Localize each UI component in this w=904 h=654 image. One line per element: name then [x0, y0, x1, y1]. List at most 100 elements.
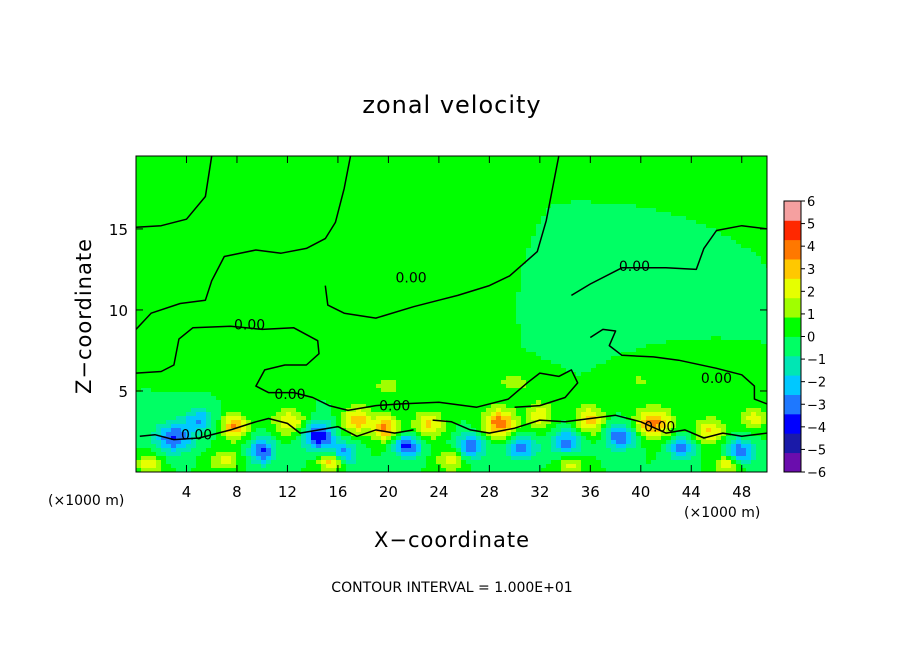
field-cell — [531, 256, 537, 261]
field-cell — [301, 184, 307, 189]
field-cell — [426, 308, 432, 313]
field-cell — [301, 252, 307, 257]
field-cell — [296, 256, 302, 261]
field-cell — [626, 232, 632, 237]
field-cell — [161, 232, 167, 237]
chart-title: zonal velocity — [362, 91, 541, 119]
field-cell — [386, 272, 392, 277]
field-cell — [291, 240, 297, 245]
field-cell — [256, 232, 262, 237]
field-cell — [476, 300, 482, 305]
field-cell — [501, 252, 507, 257]
field-cell — [651, 208, 657, 213]
field-cell — [336, 188, 342, 193]
field-cell — [381, 168, 387, 173]
field-cell — [586, 308, 592, 313]
field-cell — [531, 248, 537, 253]
field-cell — [176, 164, 182, 169]
field-cell — [291, 252, 297, 257]
field-cell — [691, 204, 697, 209]
field-cell — [236, 308, 242, 313]
field-cell — [281, 276, 287, 281]
field-cell — [621, 196, 627, 201]
field-cell — [631, 196, 637, 201]
field-cell — [361, 268, 367, 273]
field-cell — [181, 212, 187, 217]
field-cell — [691, 268, 697, 273]
field-cell — [176, 224, 182, 229]
field-cell — [616, 160, 622, 165]
field-cell — [286, 172, 292, 177]
field-cell — [491, 308, 497, 313]
field-cell — [456, 228, 462, 233]
field-cell — [621, 176, 627, 181]
field-cell — [496, 160, 502, 165]
field-cell — [671, 168, 677, 173]
field-cell — [691, 164, 697, 169]
field-cell — [731, 184, 737, 189]
field-cell — [696, 280, 702, 285]
field-cell — [246, 272, 252, 277]
field-cell — [231, 248, 237, 253]
field-cell — [281, 228, 287, 233]
field-cell — [731, 232, 737, 237]
field-cell — [536, 252, 542, 257]
field-cell — [451, 224, 457, 229]
field-cell — [651, 256, 657, 261]
field-cell — [191, 228, 197, 233]
field-cell — [451, 176, 457, 181]
field-cell — [491, 212, 497, 217]
field-cell — [761, 272, 767, 277]
field-cell — [546, 248, 552, 253]
field-cell — [576, 204, 582, 209]
field-cell — [576, 192, 582, 197]
field-cell — [721, 216, 727, 221]
field-cell — [156, 260, 162, 265]
field-cell — [431, 192, 437, 197]
field-cell — [151, 300, 157, 305]
field-cell — [166, 232, 172, 237]
field-cell — [221, 168, 227, 173]
field-cell — [411, 180, 417, 185]
field-cell — [496, 220, 502, 225]
field-cell — [611, 292, 617, 297]
field-cell — [646, 264, 652, 269]
field-cell — [226, 244, 232, 249]
field-cell — [526, 192, 532, 197]
field-cell — [156, 176, 162, 181]
field-cell — [631, 248, 637, 253]
field-cell — [671, 164, 677, 169]
field-cell — [686, 180, 692, 185]
field-cell — [191, 220, 197, 225]
field-cell — [226, 304, 232, 309]
field-cell — [186, 212, 192, 217]
field-cell — [566, 236, 572, 241]
field-cell — [741, 264, 747, 269]
field-cell — [296, 276, 302, 281]
field-cell — [426, 292, 432, 297]
field-cell — [596, 180, 602, 185]
field-cell — [681, 304, 687, 309]
field-cell — [656, 252, 662, 257]
field-cell — [216, 236, 222, 241]
field-cell — [411, 264, 417, 269]
field-cell — [551, 244, 557, 249]
field-cell — [306, 196, 312, 201]
field-cell — [516, 168, 522, 173]
field-cell — [146, 184, 152, 189]
field-cell — [551, 288, 557, 293]
field-cell — [316, 160, 322, 165]
field-cell — [371, 280, 377, 285]
field-cell — [626, 292, 632, 297]
field-cell — [371, 168, 377, 173]
field-cell — [376, 196, 382, 201]
field-cell — [621, 212, 627, 217]
field-cell — [566, 212, 572, 217]
field-cell — [596, 220, 602, 225]
field-cell — [246, 184, 252, 189]
field-cell — [366, 236, 372, 241]
field-cell — [571, 252, 577, 257]
field-cell — [741, 308, 747, 313]
field-cell — [651, 304, 657, 309]
field-cell — [546, 224, 552, 229]
